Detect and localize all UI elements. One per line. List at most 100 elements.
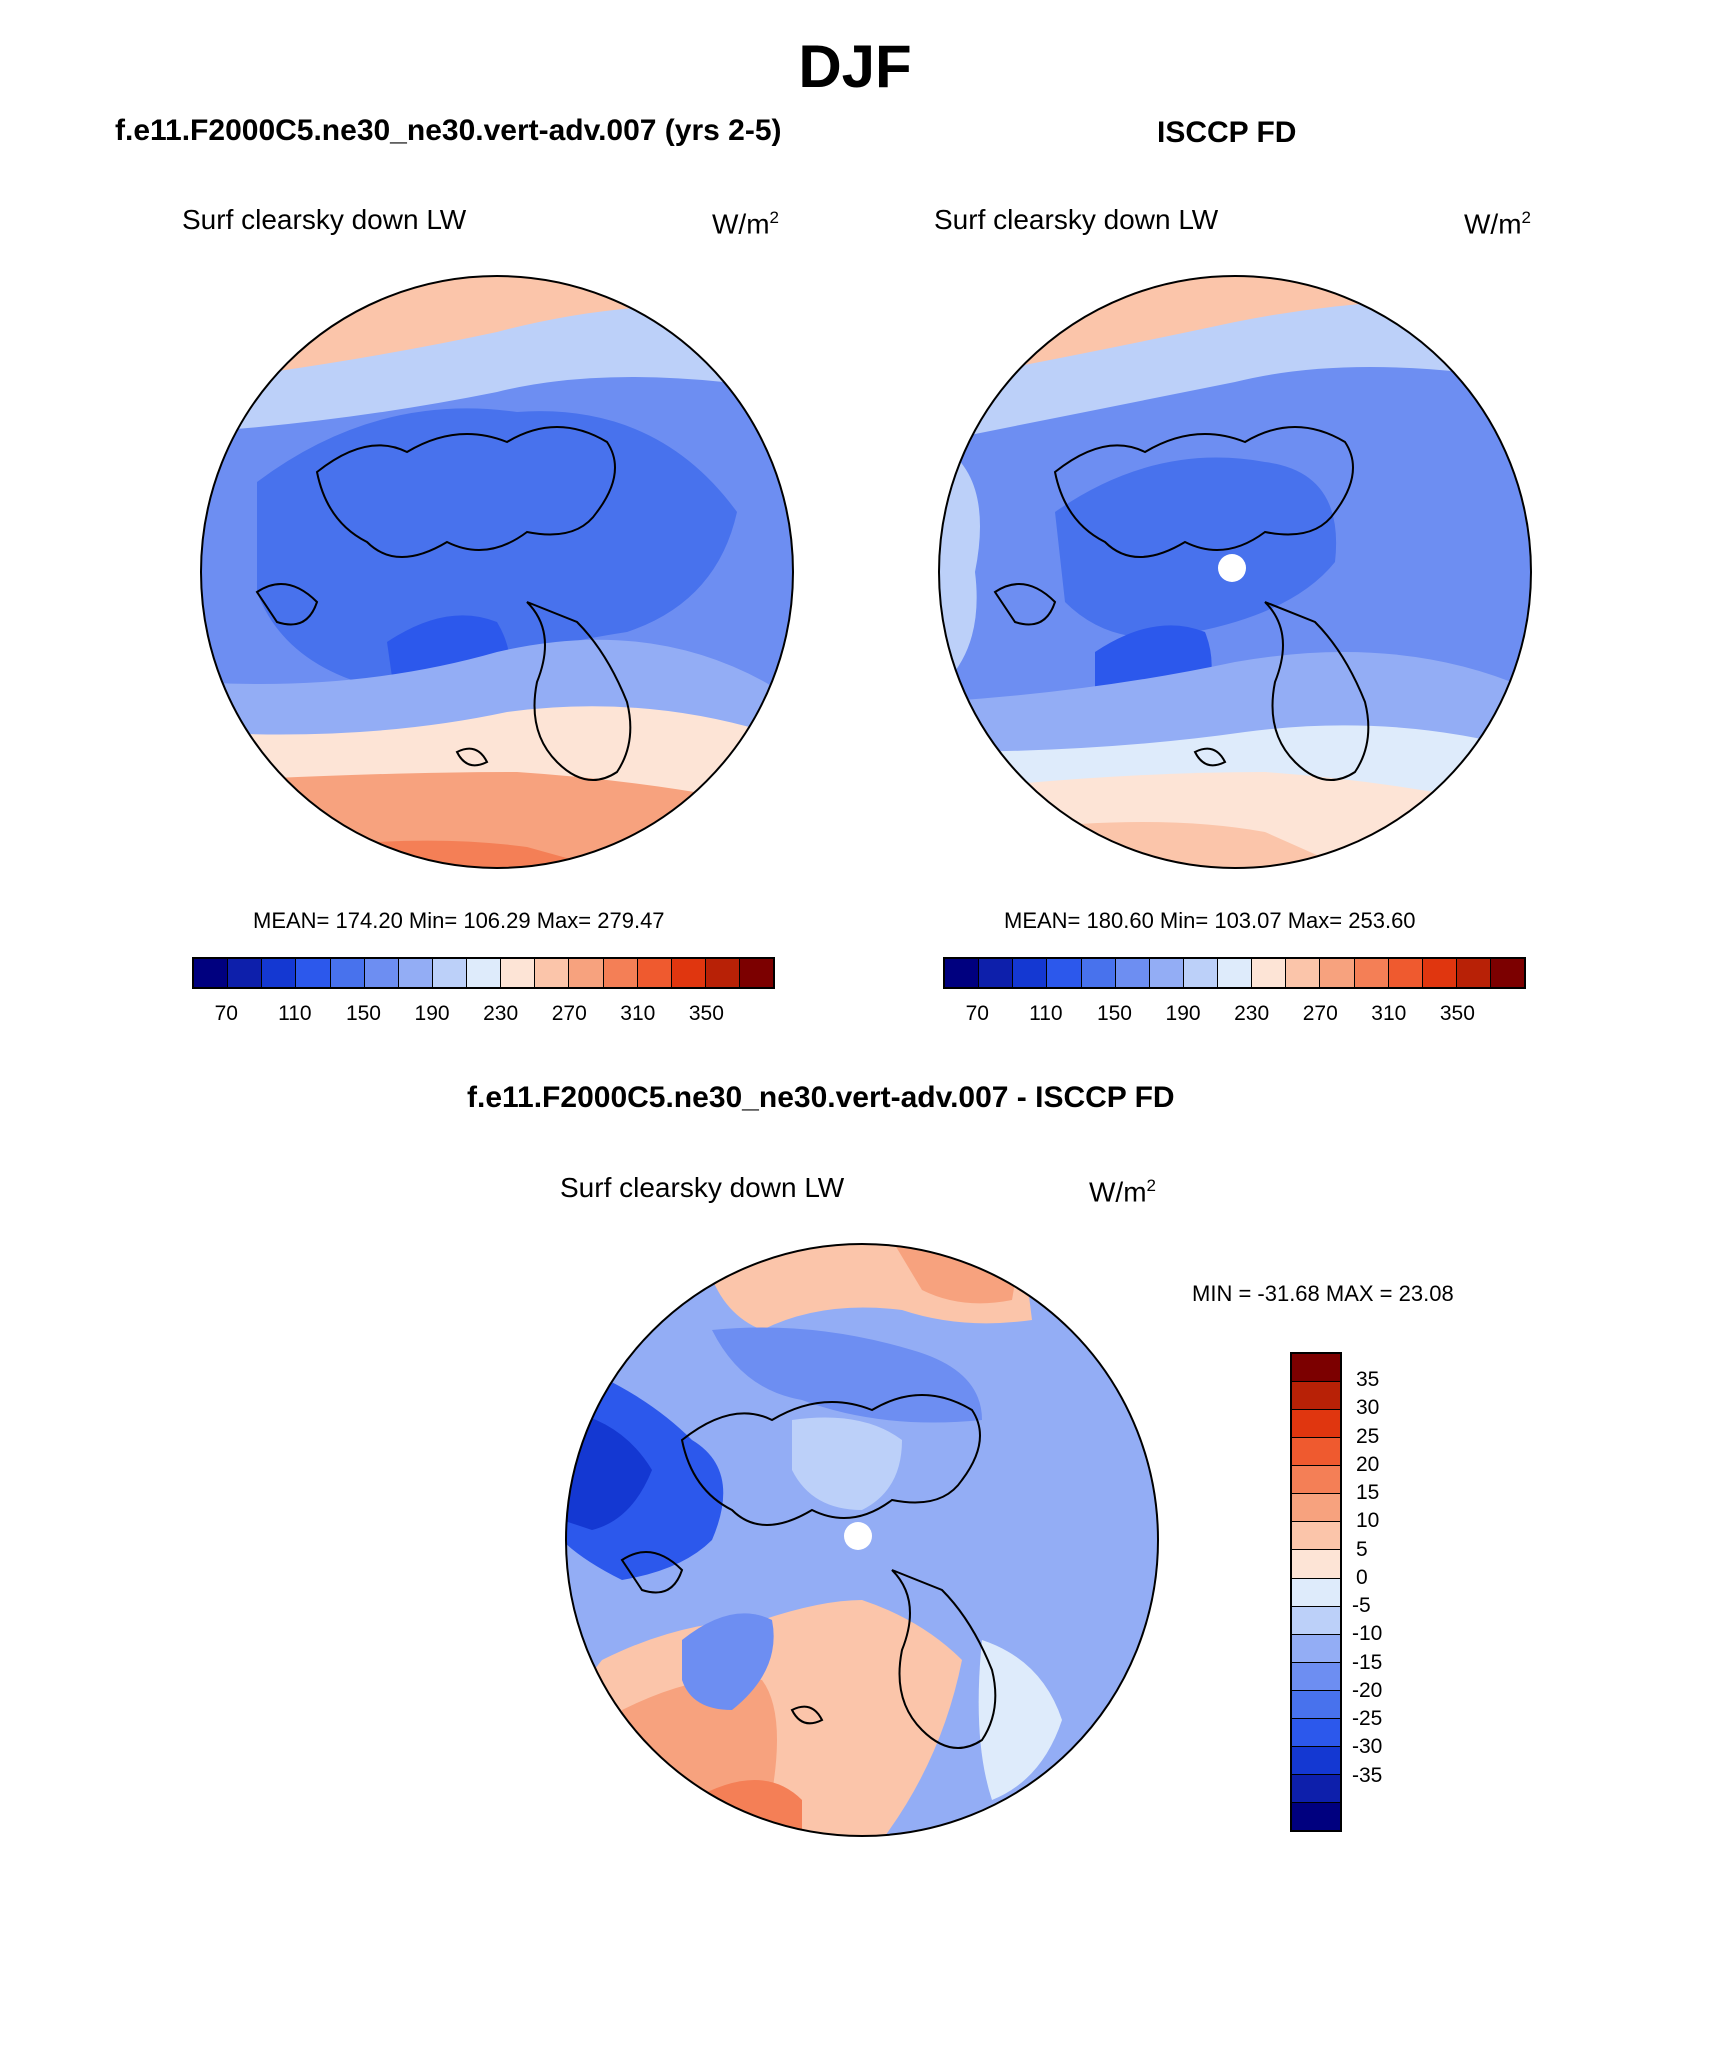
colorbar-swatch <box>1013 959 1048 987</box>
diff-pole-missing-data <box>844 1522 872 1550</box>
colorbar-tick-label: 15 <box>1356 1481 1380 1505</box>
colorbar-swatch <box>1292 1410 1340 1439</box>
colorbar-swatch <box>1292 1354 1340 1383</box>
colorbar-swatch <box>1292 1606 1340 1635</box>
colorbar-tick-label: 110 <box>1029 1002 1063 1025</box>
obs-core-arctic <box>1055 457 1337 638</box>
colorbar-tick-label: 70 <box>214 1002 238 1025</box>
colorbar-swatch <box>1292 1438 1340 1467</box>
model-variable-label: Surf clearsky down LW <box>182 204 467 235</box>
colorbar-swatch <box>1292 1550 1340 1579</box>
model-units-label: W/m2 <box>712 208 779 240</box>
colorbar-swatch <box>228 959 263 987</box>
colorbar-swatch <box>705 959 740 987</box>
diff-right-pale <box>978 1640 1062 1800</box>
colorbar-tick-label: 150 <box>1096 1002 1132 1025</box>
diff-colorbar <box>1290 1352 1342 1832</box>
colorbar-swatch <box>432 959 467 987</box>
colorbar-swatch <box>1292 1803 1340 1831</box>
colorbar-tick-label: 190 <box>1165 1002 1201 1025</box>
model-coastline <box>255 426 632 781</box>
colorbar-swatch <box>1115 959 1150 987</box>
colorbar-tick-label: 350 <box>1439 1002 1475 1025</box>
obs-stats: MEAN= 180.60 Min= 103.07 Max= 253.60 <box>1004 908 1416 933</box>
colorbar-tick-label: -35 <box>1352 1763 1383 1787</box>
colorbar-swatch <box>603 959 638 987</box>
obs-polar-map <box>938 275 1532 869</box>
obs-units-exponent: 2 <box>1521 208 1531 227</box>
colorbar-swatch <box>1292 1690 1340 1719</box>
diff-variable-label: Surf clearsky down LW <box>560 1172 845 1203</box>
model-stats: MEAN= 174.20 Min= 106.29 Max= 279.47 <box>253 908 665 933</box>
diff-polar-map <box>565 1243 1159 1837</box>
colorbar-swatch <box>1286 959 1321 987</box>
colorbar-swatch <box>1292 1662 1340 1691</box>
obs-pole-missing-data <box>1218 554 1246 582</box>
diff-map-border <box>565 1243 1159 1837</box>
colorbar-tick-label: -30 <box>1352 1735 1383 1759</box>
obs-panel-title: ISCCP FD <box>1157 116 1297 149</box>
colorbar-swatch <box>398 959 433 987</box>
colorbar-tick-label: 230 <box>483 1002 519 1025</box>
page-title: DJF <box>798 33 912 100</box>
colorbar-tick-label: -20 <box>1352 1678 1383 1702</box>
colorbar-swatch <box>1292 1522 1340 1551</box>
colorbar-tick-label: 35 <box>1356 1368 1380 1392</box>
colorbar-tick-label: 310 <box>1371 1002 1407 1025</box>
diff-units-base: W/m <box>1089 1176 1147 1208</box>
colorbar-swatch <box>671 959 706 987</box>
colorbar-swatch <box>569 959 604 987</box>
colorbar-tick-label: 350 <box>688 1002 724 1025</box>
colorbar-swatch <box>1388 959 1423 987</box>
colorbar-swatch <box>1218 959 1253 987</box>
diff-units-exponent: 2 <box>1146 1176 1156 1195</box>
model-units-base: W/m <box>712 208 770 240</box>
colorbar-tick-label: 230 <box>1234 1002 1270 1025</box>
colorbar-swatch <box>740 959 774 987</box>
obs-variable-label: Surf clearsky down LW <box>934 204 1219 235</box>
colorbar-swatch <box>1491 959 1525 987</box>
colorbar-tick-label: -5 <box>1352 1594 1371 1618</box>
obs-units-label: W/m2 <box>1464 208 1531 240</box>
colorbar-swatch <box>535 959 570 987</box>
obs-colorbar-ticks: 70 110 150 190 230 270 310 350 <box>943 1002 1526 1028</box>
colorbar-tick-label: 190 <box>414 1002 450 1025</box>
colorbar-swatch <box>1422 959 1457 987</box>
model-units-exponent: 2 <box>769 208 779 227</box>
colorbar-swatch <box>296 959 331 987</box>
obs-units-base: W/m <box>1464 208 1522 240</box>
colorbar-tick-label: 110 <box>278 1002 312 1025</box>
colorbar-swatch <box>637 959 672 987</box>
model-colorbar <box>192 957 775 989</box>
colorbar-swatch <box>1456 959 1491 987</box>
colorbar-tick-label: -15 <box>1352 1650 1383 1674</box>
colorbar-swatch <box>262 959 297 987</box>
diff-colorbar-ticks: 35 30 25 20 15 10 5 0 -5 -10 -15 -20 -25 -30 -35 <box>1352 1352 1412 1832</box>
colorbar-tick-label: 0 <box>1356 1565 1368 1589</box>
colorbar-swatch <box>1292 1634 1340 1663</box>
colorbar-tick-label: 30 <box>1356 1396 1380 1420</box>
colorbar-swatch <box>1292 1746 1340 1775</box>
obs-colorbar <box>943 957 1526 989</box>
colorbar-swatch <box>501 959 536 987</box>
diff-greenland-cool <box>682 1613 774 1710</box>
colorbar-swatch <box>1292 1718 1340 1747</box>
colorbar-tick-label: 10 <box>1356 1509 1380 1533</box>
colorbar-swatch <box>979 959 1014 987</box>
colorbar-tick-label: 270 <box>551 1002 587 1025</box>
colorbar-swatch <box>1292 1382 1340 1411</box>
colorbar-tick-label: 20 <box>1356 1452 1380 1476</box>
obs-coastline <box>993 426 1370 781</box>
colorbar-swatch <box>1292 1578 1340 1607</box>
diff-topleft-warm <box>566 1244 682 1310</box>
obs-map-border <box>938 275 1532 869</box>
colorbar-tick-label: 270 <box>1302 1002 1338 1025</box>
colorbar-swatch <box>1149 959 1184 987</box>
diff-coastline <box>620 1394 997 1749</box>
colorbar-tick-label: 25 <box>1356 1424 1380 1448</box>
colorbar-swatch <box>1354 959 1389 987</box>
colorbar-tick-label: 310 <box>620 1002 656 1025</box>
colorbar-swatch <box>1292 1466 1340 1495</box>
colorbar-swatch <box>1081 959 1116 987</box>
colorbar-tick-label: 150 <box>345 1002 381 1025</box>
